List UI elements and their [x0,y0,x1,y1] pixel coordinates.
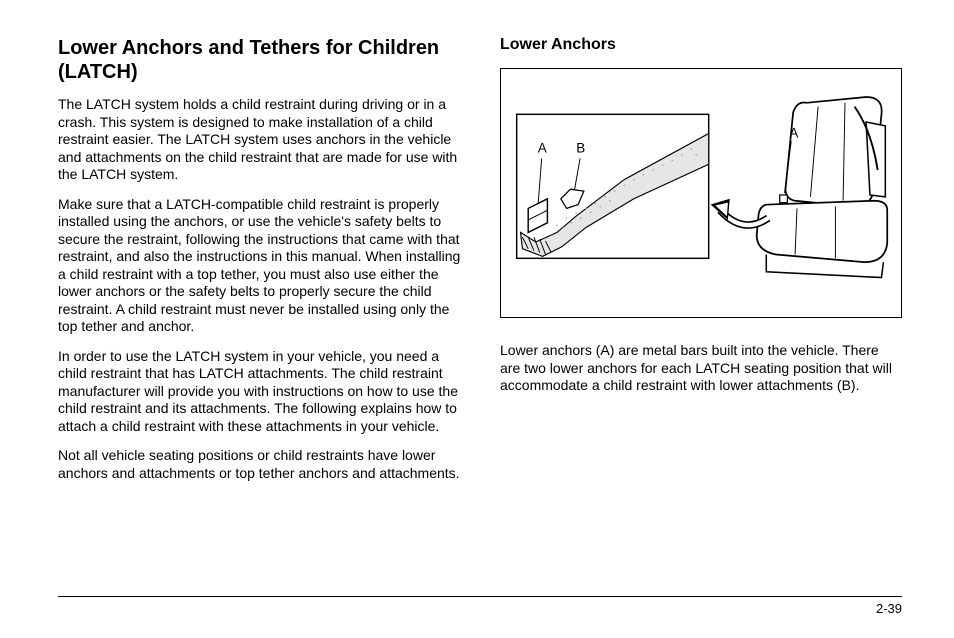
label-a-inset: A [538,141,547,156]
page-footer: 2-39 [58,596,902,616]
content-columns: Lower Anchors and Tethers for Children (… [58,36,902,576]
paragraph-3: In order to use the LATCH system in your… [58,348,468,436]
label-b-inset: B [576,141,585,156]
label-a-seat: A [789,125,798,140]
paragraph-1: The LATCH system holds a child restraint… [58,96,468,184]
paragraph-2: Make sure that a LATCH-compatible child … [58,196,468,336]
sub-heading: Lower Anchors [500,36,902,54]
left-column: Lower Anchors and Tethers for Children (… [58,36,468,576]
latch-diagram: A B [509,79,893,309]
right-column: Lower Anchors A B [500,36,902,576]
main-heading: Lower Anchors and Tethers for Children (… [58,36,468,84]
figure-box: A B [500,68,902,318]
page-number: 2-39 [876,601,902,616]
figure-caption: Lower anchors (A) are metal bars built i… [500,342,902,395]
paragraph-4: Not all vehicle seating positions or chi… [58,447,468,482]
seat-illustration [757,97,888,277]
